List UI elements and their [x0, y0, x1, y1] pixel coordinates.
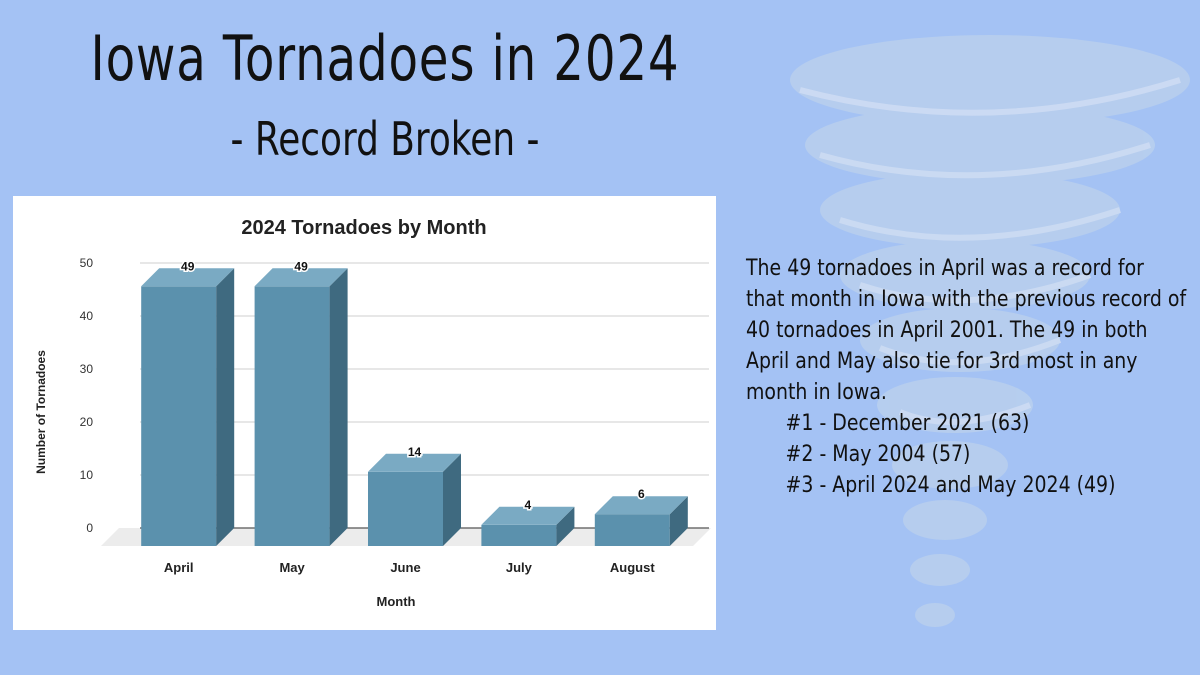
tornado-illustration [790, 35, 1190, 627]
bar-top [141, 268, 235, 287]
x-tick-label: June [390, 560, 420, 575]
note-paragraph: The 49 tornadoes in April was a record f… [746, 256, 1187, 405]
data-label: 14 [408, 445, 422, 459]
bar-side [443, 453, 461, 546]
slide-title: Iowa Tornadoes in 2024 [90, 22, 680, 95]
bar-top [594, 496, 688, 515]
bar-side [669, 496, 688, 546]
data-label: 49 [294, 259, 308, 273]
record-note: The 49 tornadoes in April was a record f… [746, 253, 1186, 501]
data-label: 49 [181, 259, 195, 273]
x-tick-label: August [610, 560, 655, 575]
x-tick-label: May [279, 560, 305, 575]
data-label: 6 [638, 487, 645, 501]
x-tick-label: April [164, 560, 194, 575]
bar-top [254, 268, 348, 287]
ranking-item: #1 - December 2021 (63) [785, 411, 1030, 436]
y-tick-label: 30 [80, 362, 94, 376]
y-tick-label: 20 [80, 415, 94, 429]
y-axis-label: Number of Tornadoes [34, 350, 48, 474]
bar [141, 286, 217, 546]
bar [481, 524, 557, 546]
bar-side [556, 506, 575, 546]
rankings-list: #1 - December 2021 (63) #2 - May 2004 (5… [746, 408, 1186, 501]
bar [594, 514, 670, 546]
ranking-item: #3 - April 2024 and May 2024 (49) [785, 473, 1116, 498]
bar-chart: 2024 Tornadoes by Month Number of Tornad… [34, 217, 711, 609]
y-tick-label: 50 [80, 256, 94, 270]
slide-subtitle: - Record Broken - [230, 112, 540, 166]
x-axis-label: Month [377, 594, 416, 609]
bar [368, 471, 443, 546]
chart-title: 2024 Tornadoes by Month [241, 217, 486, 239]
bar-side [329, 268, 348, 546]
y-tick-label: 40 [80, 309, 94, 323]
y-tick-label: 10 [80, 468, 94, 482]
chart-card: 2024 Tornadoes by Month Number of Tornad… [13, 196, 716, 630]
data-label: 4 [525, 498, 532, 512]
bar [254, 286, 330, 546]
bar-top [481, 506, 575, 525]
x-tick-label: July [506, 560, 533, 575]
y-tick-label: 0 [86, 521, 93, 535]
bar-top [368, 453, 461, 472]
bar-side [216, 268, 235, 546]
plot-area: 0 10 20 30 40 50 49 April 49 May 14 June 4 July 6 Augus… [80, 256, 711, 575]
ranking-item: #2 - May 2004 (57) [785, 442, 971, 467]
